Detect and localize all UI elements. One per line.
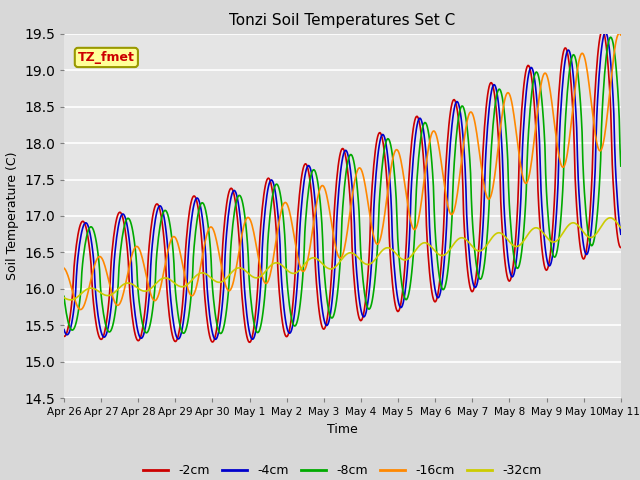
Legend: -2cm, -4cm, -8cm, -16cm, -32cm: -2cm, -4cm, -8cm, -16cm, -32cm (138, 459, 547, 480)
Title: Tonzi Soil Temperatures Set C: Tonzi Soil Temperatures Set C (229, 13, 456, 28)
Y-axis label: Soil Temperature (C): Soil Temperature (C) (6, 152, 19, 280)
X-axis label: Time: Time (327, 423, 358, 436)
Text: TZ_fmet: TZ_fmet (78, 51, 135, 64)
